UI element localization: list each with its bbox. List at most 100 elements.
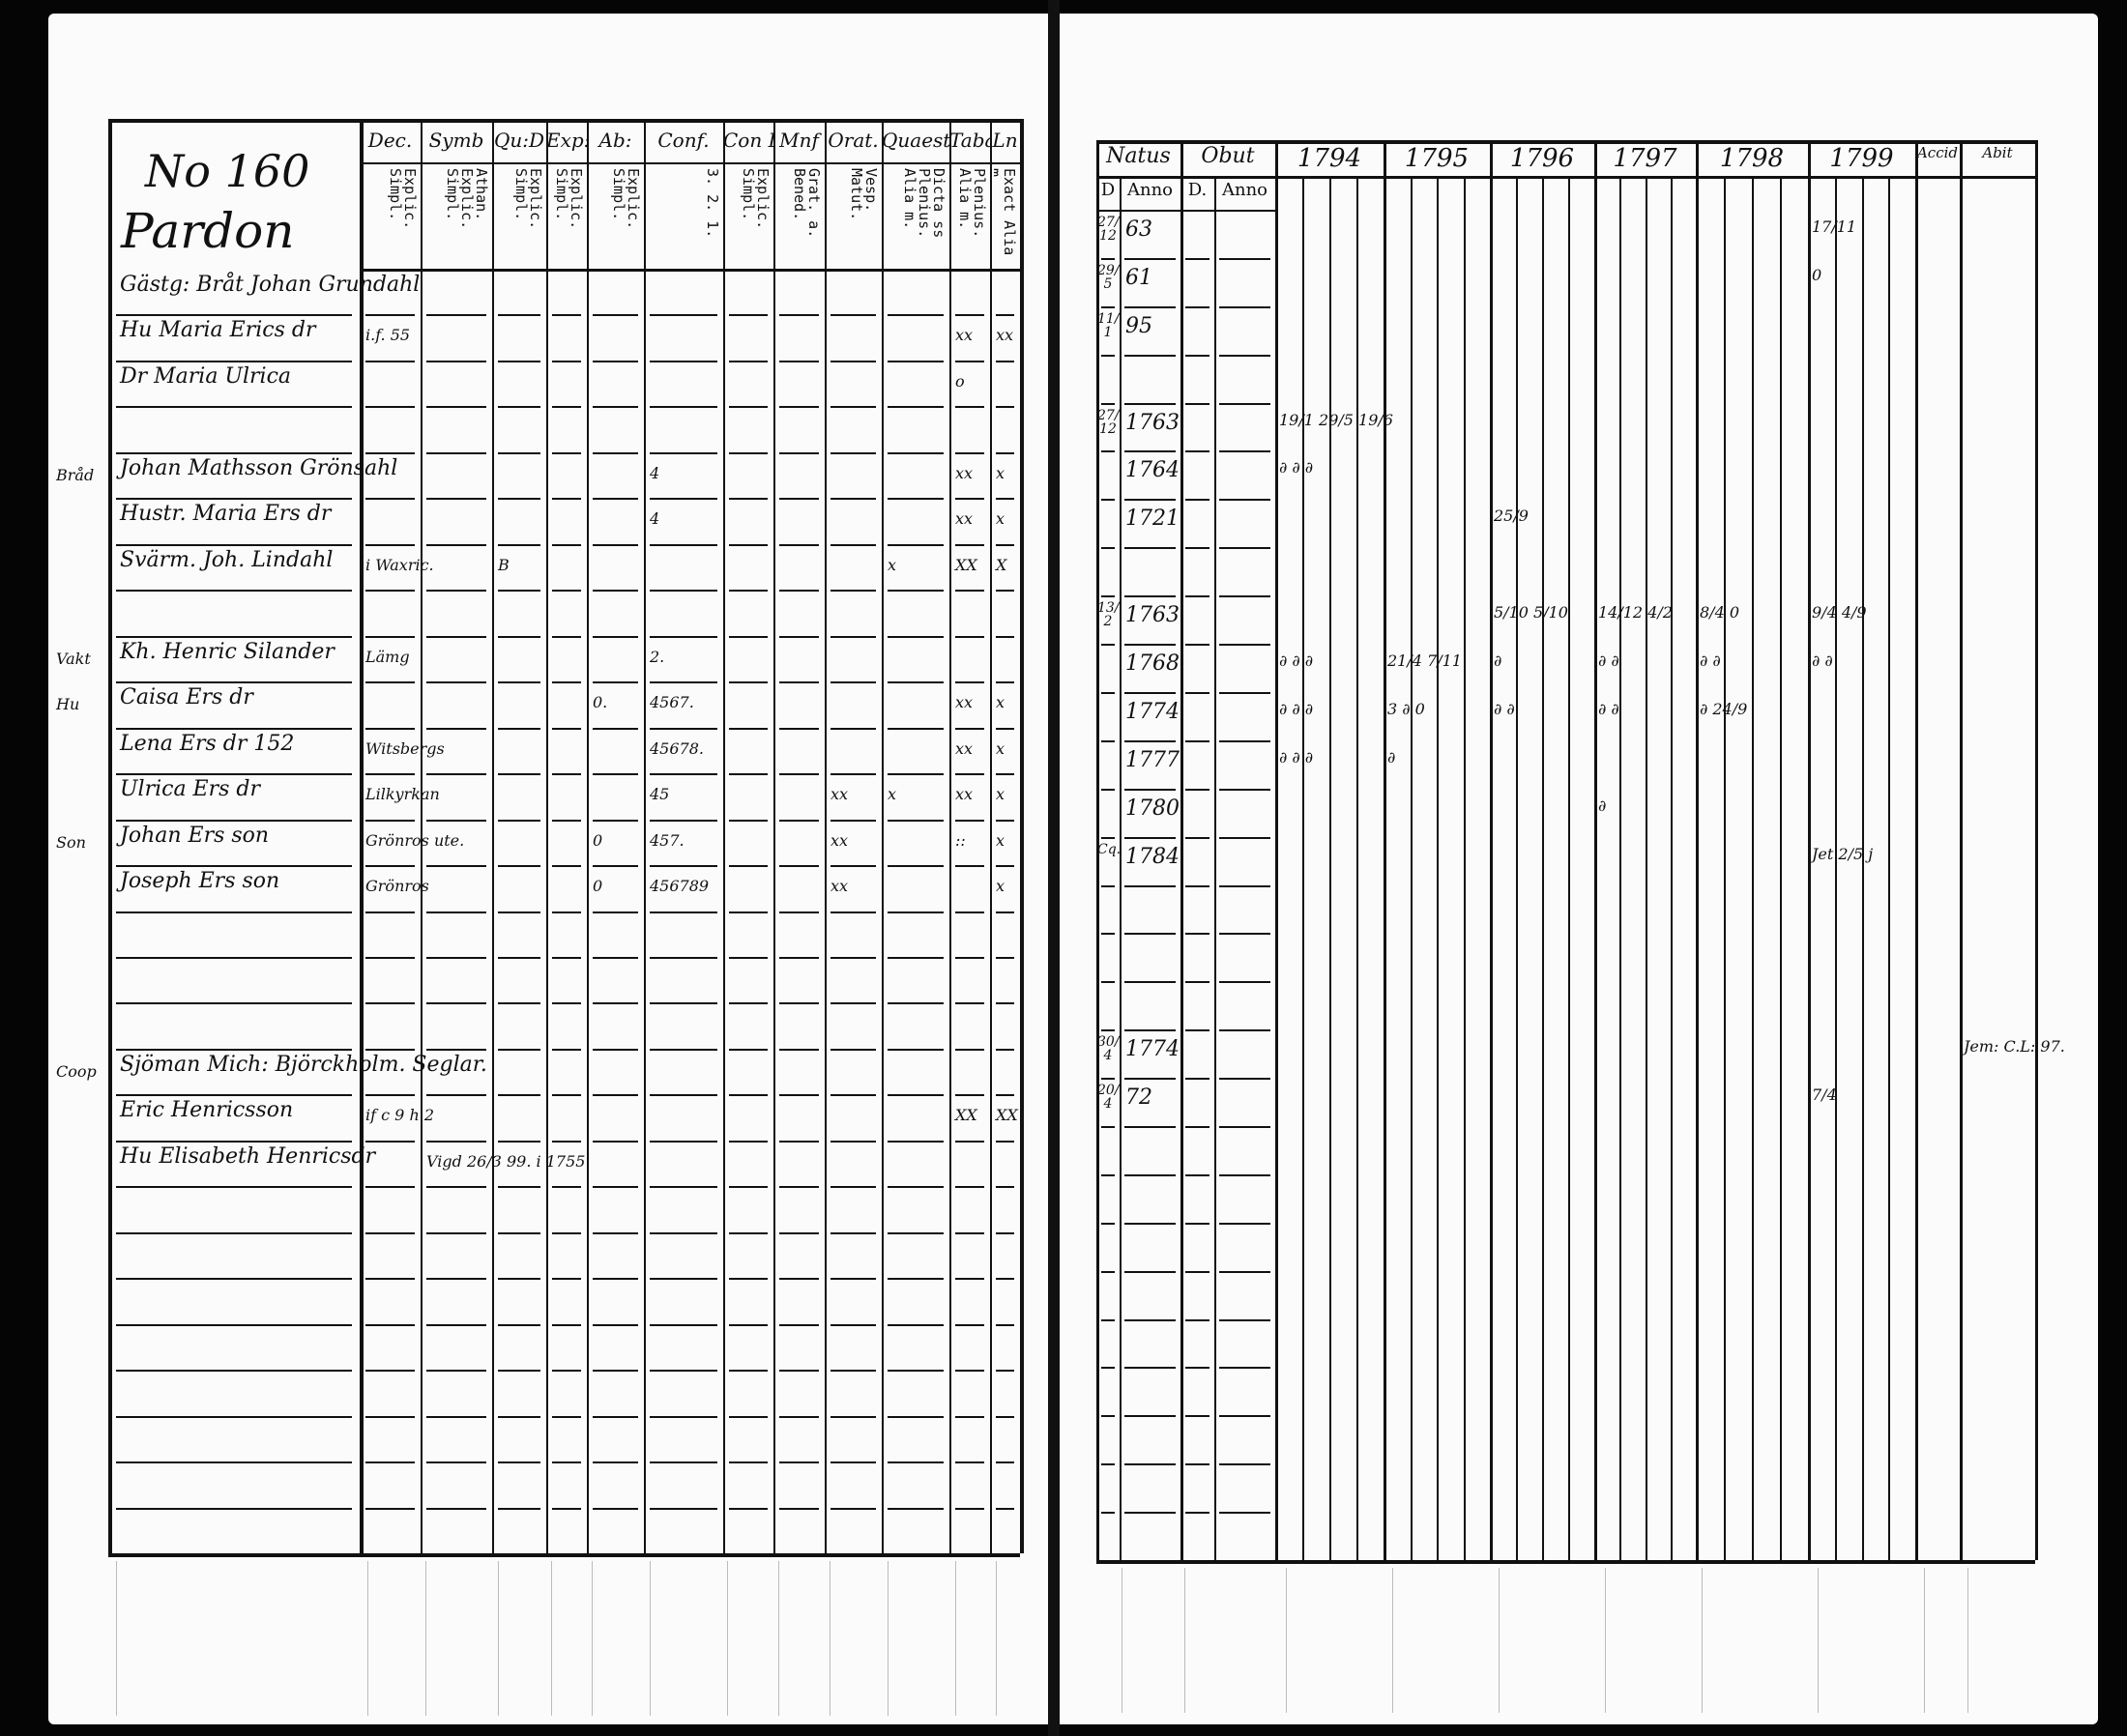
row-dash (650, 1278, 717, 1281)
column-subheader-orat: Vesp. Matut. (848, 168, 878, 221)
page-ruling (727, 1561, 728, 1716)
row-dash (1101, 1173, 1115, 1176)
row-dash (498, 911, 540, 913)
subcolumn-line (1302, 176, 1304, 1560)
row-dash (498, 635, 540, 638)
cell-natus_anno: 63 (1125, 217, 1152, 242)
cell-y1796: 5/10 5/10 (1494, 603, 1568, 622)
row-dash (955, 773, 984, 776)
row-dash (1124, 981, 1176, 984)
subcolumn-line (1861, 176, 1864, 1560)
row-dash (1185, 933, 1209, 936)
row-dash (593, 1461, 638, 1464)
person-name: Lena Ers dr 152 (120, 731, 295, 756)
row-line (116, 1461, 352, 1464)
column-header-dec: Dec. (367, 129, 413, 152)
cell-quaest: x (888, 785, 897, 804)
cell-natus_anno: 1721 (1125, 506, 1180, 532)
row-dash (1185, 1078, 1209, 1081)
row-dash (729, 1461, 768, 1464)
row-dash (426, 1507, 486, 1510)
row-line (116, 911, 352, 913)
row-dash (593, 865, 638, 868)
cell-dec: Grönros ute. (365, 830, 465, 850)
cell-y1799: 9/4 4/9 (1812, 603, 1867, 622)
column-line (1960, 140, 1963, 1560)
row-dash (650, 451, 717, 454)
row-prefix: Son (56, 832, 86, 852)
row-dash (779, 1002, 819, 1005)
row-dash (365, 360, 415, 362)
column-line (1180, 140, 1183, 1560)
row-dash (593, 1278, 638, 1281)
row-dash (830, 1507, 876, 1510)
row-dash (650, 406, 717, 409)
column-header-mnf: Mnf (779, 129, 819, 152)
page-number: No 160 (145, 145, 310, 197)
row-dash (1219, 257, 1270, 260)
row-dash (729, 773, 768, 776)
column-header-qud: Qu:D (493, 129, 545, 152)
row-dash (1185, 1222, 1209, 1225)
row-dash (593, 498, 638, 501)
row-dash (650, 1140, 717, 1143)
row-dash (650, 1186, 717, 1189)
row-dash (1185, 788, 1209, 791)
row-dash (426, 1140, 486, 1143)
row-dash (1101, 1270, 1115, 1273)
row-dash (1124, 595, 1176, 598)
row-dash (955, 1186, 984, 1189)
right-page (1060, 14, 2098, 1724)
row-dash (830, 1323, 876, 1326)
row-dash (552, 1370, 581, 1373)
row-dash (650, 727, 717, 730)
row-dash (779, 1186, 819, 1189)
row-dash (830, 1140, 876, 1143)
column-header-obut: Obut (1201, 144, 1255, 168)
place-name: Pardon (121, 203, 295, 259)
row-dash (426, 1461, 486, 1464)
column-subheader-natus: D (1100, 180, 1116, 200)
row-dash (830, 451, 876, 454)
cell-ln: x (996, 509, 1005, 529)
person-name: Sjöman Mich: Björckholm. Seglar. (120, 1052, 487, 1077)
row-dash (1219, 691, 1270, 694)
row-dash (1219, 305, 1270, 308)
column-header-natus: Natus (1106, 144, 1171, 168)
row-dash (1124, 644, 1176, 647)
column-header-abit: Abit (1982, 144, 2013, 161)
row-dash (729, 635, 768, 638)
row-dash (498, 681, 540, 684)
row-dash (1124, 354, 1176, 357)
row-line (116, 1323, 352, 1326)
row-dash (1101, 305, 1115, 308)
column-subheader-mnf: Grat. a. Bened. (791, 168, 821, 239)
row-dash (729, 1323, 768, 1326)
row-dash (1101, 1463, 1115, 1466)
row-dash (1101, 257, 1115, 260)
column-line (2035, 140, 2038, 1560)
row-dash (552, 590, 581, 593)
row-dash (779, 1323, 819, 1326)
row-dash (552, 865, 581, 868)
row-dash (888, 1415, 944, 1418)
row-dash (650, 1370, 717, 1373)
row-dash (552, 1140, 581, 1143)
row-dash (996, 773, 1014, 776)
row-dash (426, 1002, 486, 1005)
row-dash (1219, 739, 1270, 742)
row-dash (426, 406, 486, 409)
cell-ln: xx (996, 326, 1014, 345)
cell-natus_d: 20/​4 (1097, 1083, 1120, 1113)
person-name: Joseph Ers son (120, 869, 280, 894)
row-dash (426, 1323, 486, 1326)
row-dash (729, 1370, 768, 1373)
row-dash (888, 590, 944, 593)
cell-y1799: 7/4 (1812, 1085, 1837, 1105)
row-dash (498, 314, 540, 317)
cell-natus_anno: 95 (1125, 313, 1152, 338)
row-dash (552, 1415, 581, 1418)
cell-dec: Witsbergs (365, 738, 445, 758)
person-name: Gästg: Bråt Johan Grundahl (120, 273, 421, 297)
row-line (116, 1231, 352, 1234)
